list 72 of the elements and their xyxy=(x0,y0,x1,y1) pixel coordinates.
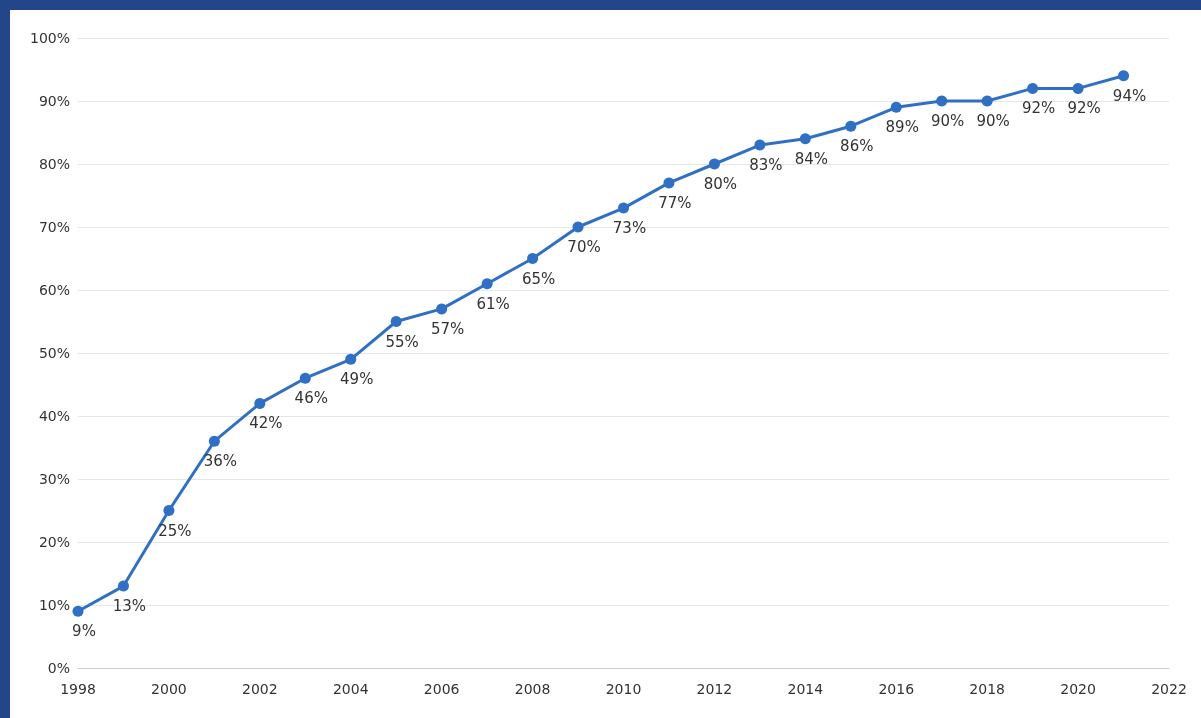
data-label: 55% xyxy=(385,332,419,351)
point xyxy=(708,158,720,170)
x-tick-label: 2000 xyxy=(151,681,187,697)
point xyxy=(208,435,220,447)
data-label: 89% xyxy=(885,118,919,137)
point xyxy=(163,505,175,516)
data-label: 90% xyxy=(931,112,965,130)
y-tick-label: 60% xyxy=(38,282,70,298)
y-tick-label: 20% xyxy=(38,534,70,550)
point xyxy=(754,139,766,151)
data-label: 94% xyxy=(1112,86,1147,105)
data-label: 80% xyxy=(703,175,738,193)
point xyxy=(481,278,493,290)
x-tick-label: 2006 xyxy=(423,681,460,697)
x-tick-label: 2004 xyxy=(332,681,369,697)
point xyxy=(117,580,129,592)
data-label: 92% xyxy=(1021,99,1056,118)
data-label: 70% xyxy=(567,238,601,256)
data-label: 92% xyxy=(1067,99,1101,118)
data-label: 36% xyxy=(203,452,238,471)
data-label: 13% xyxy=(112,597,147,616)
x-tick-label: 2002 xyxy=(242,681,278,697)
data-label: 49% xyxy=(340,370,374,389)
y-tick-label: 90% xyxy=(38,93,70,109)
data-label: 9% xyxy=(72,622,96,641)
point xyxy=(618,202,629,214)
data-label: 25% xyxy=(158,521,192,540)
point xyxy=(390,316,402,327)
point xyxy=(890,101,902,113)
y-tick-label: 0% xyxy=(47,660,70,676)
x-tick-label: 2016 xyxy=(878,681,915,697)
point xyxy=(1027,82,1039,94)
point xyxy=(845,120,857,132)
data-label: 86% xyxy=(840,137,874,156)
x-tick-label: 1998 xyxy=(60,681,96,697)
data-label: 90% xyxy=(976,112,1010,130)
point xyxy=(981,95,993,107)
point xyxy=(436,303,448,315)
data-label: 46% xyxy=(294,389,328,408)
data-label: 83% xyxy=(749,156,783,175)
y-tick-label: 70% xyxy=(38,219,70,235)
y-tick-label: 100% xyxy=(29,30,70,46)
point xyxy=(345,353,357,365)
x-tick-label: 2010 xyxy=(605,681,642,697)
data-label: 61% xyxy=(476,294,510,313)
point xyxy=(72,605,84,617)
y-tick-label: 30% xyxy=(38,471,70,487)
data-label: 65% xyxy=(521,269,556,288)
x-tick-label: 2018 xyxy=(969,681,1005,697)
x-tick-label: 2022 xyxy=(1151,681,1187,697)
x-tick-label: 2008 xyxy=(514,681,551,697)
point xyxy=(254,397,266,409)
point xyxy=(936,95,948,107)
point xyxy=(1118,70,1130,82)
data-label: 57% xyxy=(430,319,465,338)
point xyxy=(299,372,311,384)
data-label: 84% xyxy=(794,149,829,168)
data-label: 77% xyxy=(658,193,692,212)
y-tick-label: 50% xyxy=(38,345,70,361)
data-label: 73% xyxy=(612,219,647,238)
point xyxy=(799,133,811,145)
point xyxy=(527,253,539,264)
y-tick-label: 40% xyxy=(38,408,70,424)
point xyxy=(1072,82,1084,94)
x-tick-label: 2014 xyxy=(787,681,824,697)
x-tick-label: 2012 xyxy=(696,681,733,697)
data-label: 42% xyxy=(249,414,283,433)
point xyxy=(663,177,675,189)
y-tick-label: 80% xyxy=(38,156,70,172)
point xyxy=(572,221,584,233)
y-tick-label: 10% xyxy=(38,597,70,613)
x-tick-label: 2020 xyxy=(1060,681,1096,697)
